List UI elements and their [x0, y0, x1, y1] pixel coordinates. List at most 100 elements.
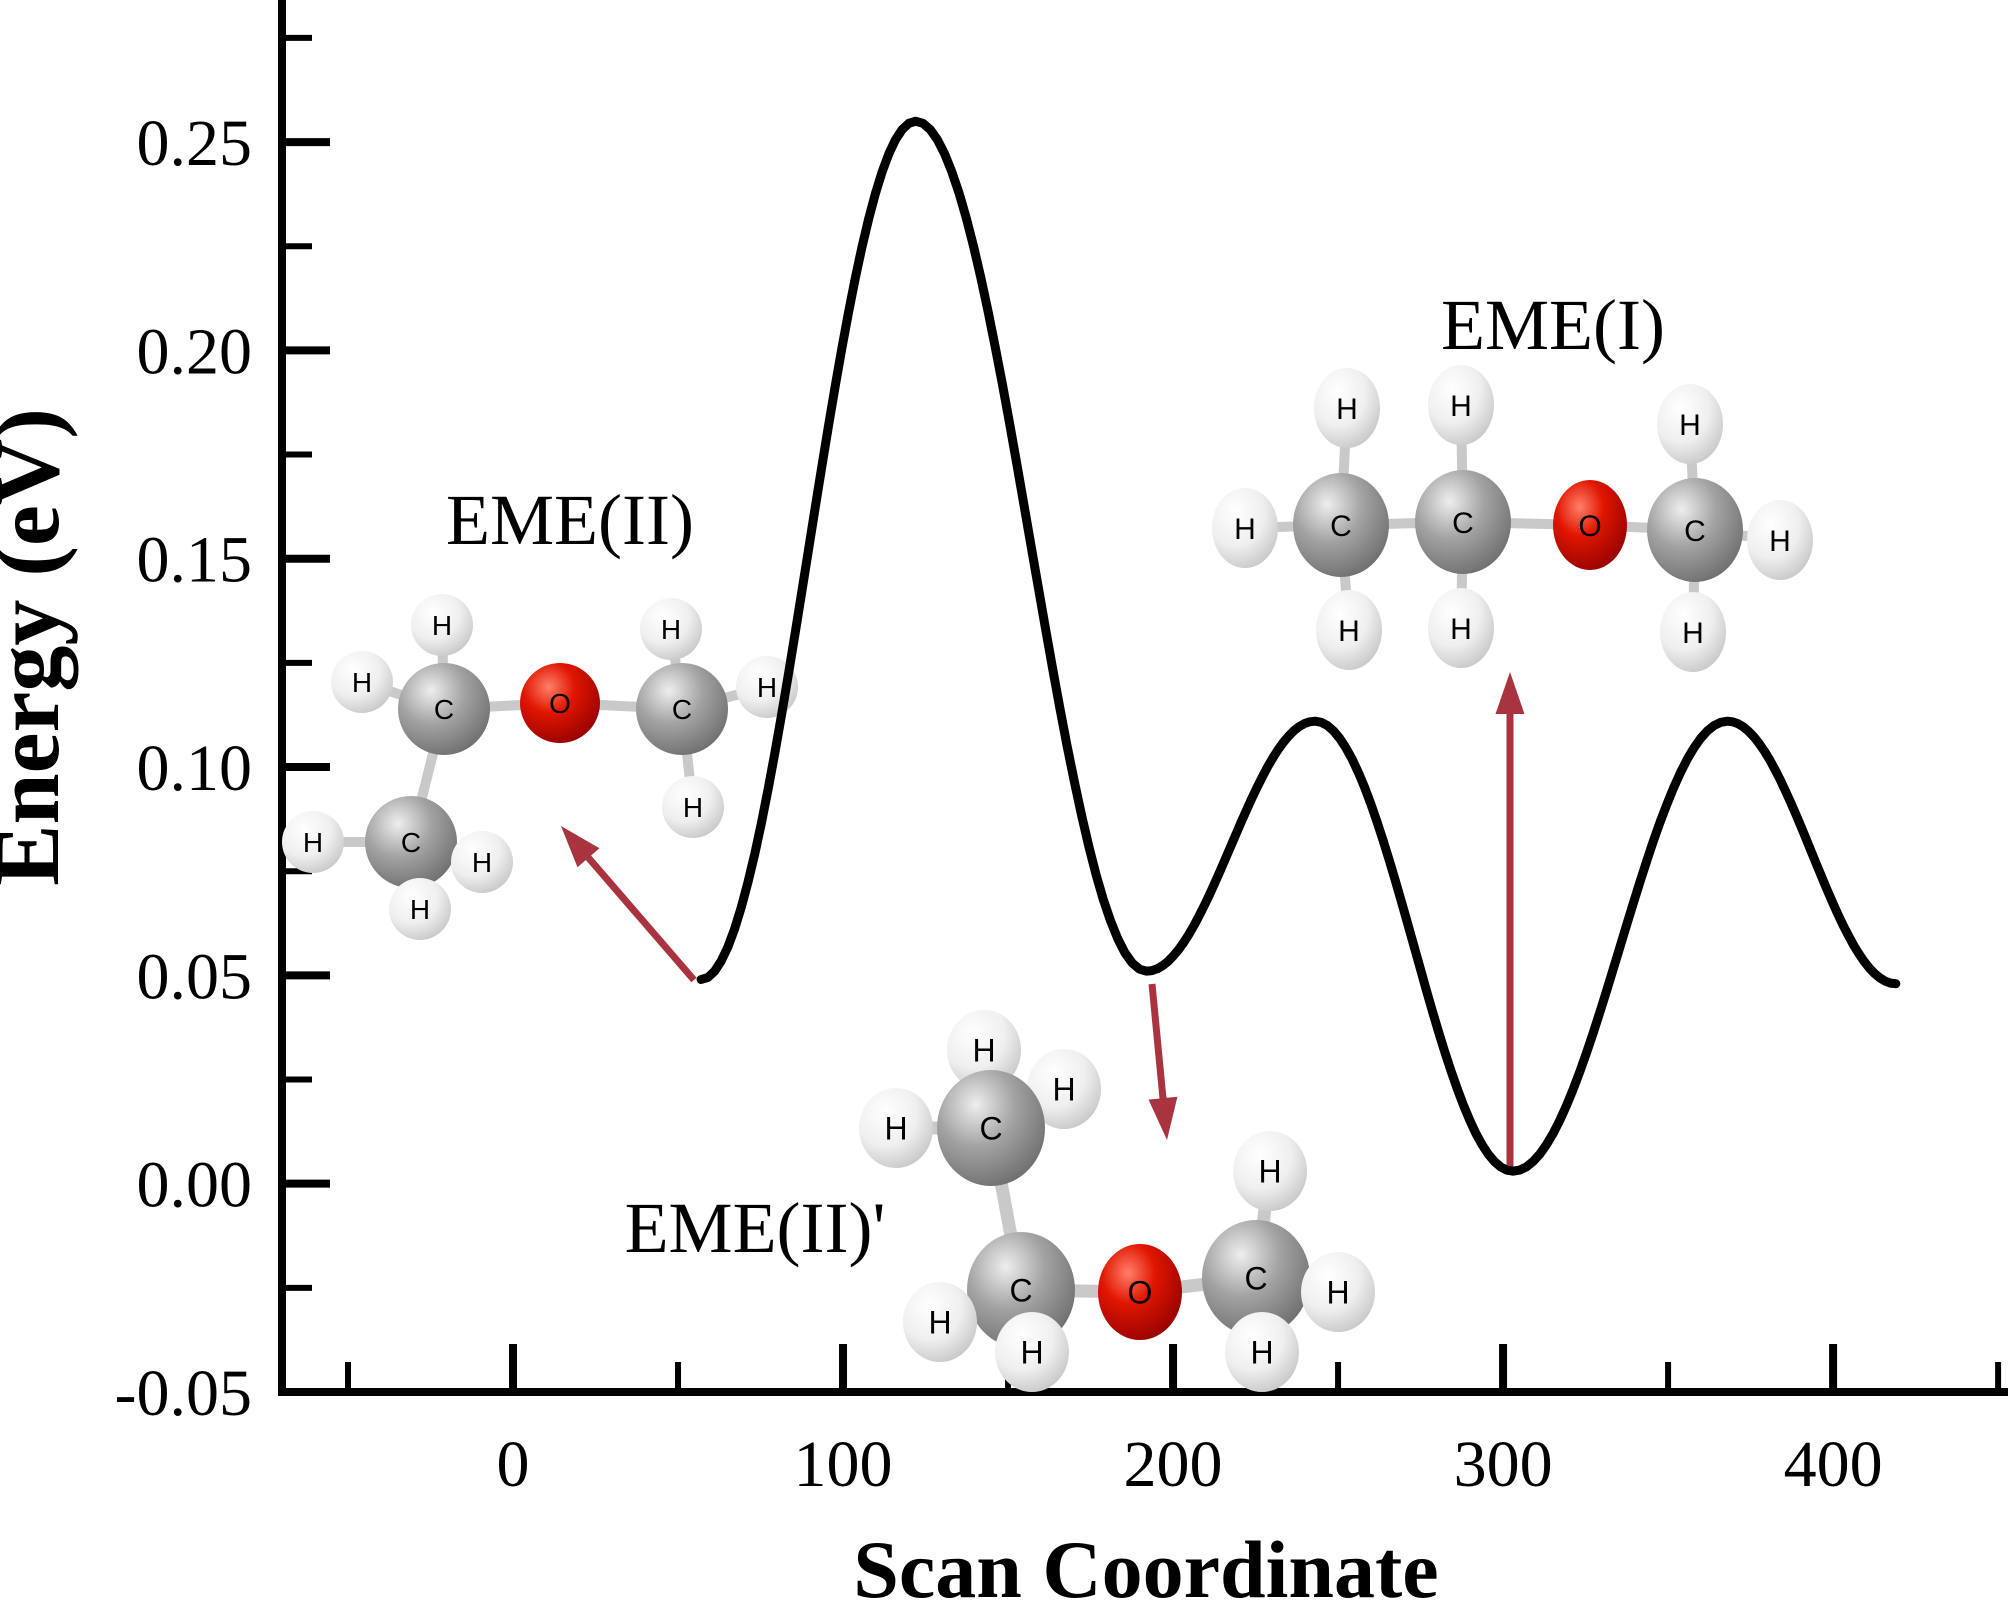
y-tick-label: 0.25 — [137, 107, 253, 180]
atom-label: H — [1679, 409, 1701, 442]
atom-label: C — [672, 694, 692, 725]
atom-h — [1027, 1049, 1101, 1129]
atom-c — [937, 1070, 1045, 1186]
atom-h — [331, 651, 393, 713]
atom-c — [365, 796, 457, 888]
atom-h — [1233, 1131, 1307, 1211]
x-tick-label: 0 — [497, 1428, 530, 1501]
y-tick-label: 0.10 — [137, 732, 253, 805]
atom-h — [1212, 488, 1278, 568]
atom-label: H — [303, 827, 323, 858]
atom-label: H — [1052, 1072, 1075, 1108]
atom-label: H — [432, 610, 452, 641]
atom-label: C — [979, 1111, 1002, 1147]
atom-label: H — [410, 894, 430, 925]
atom-h — [947, 1010, 1021, 1090]
y-axis-title: Energy (eV) — [0, 408, 78, 886]
x-tick-label: 400 — [1784, 1428, 1883, 1501]
atom-h — [1301, 1252, 1375, 1332]
atom-h — [640, 598, 702, 660]
atom-label: H — [683, 792, 703, 823]
arrow-to-eme2prime-head — [1148, 1096, 1178, 1140]
arrow-to-eme1-head — [1495, 672, 1525, 714]
atom-label: C — [434, 694, 454, 725]
atom-label: H — [1450, 613, 1472, 646]
atom-label: H — [1234, 513, 1256, 546]
atom-label: H — [1769, 525, 1791, 558]
atom-label: H — [1250, 1335, 1273, 1371]
atom-h — [389, 878, 451, 940]
atom-label: H — [1338, 615, 1360, 648]
atom-label: C — [401, 827, 421, 858]
atom-h — [451, 831, 513, 893]
atom-o — [1553, 480, 1627, 570]
atom-label: C — [1452, 507, 1474, 540]
x-axis-title: Scan Coordinate — [853, 1524, 1438, 1606]
atom-h — [662, 776, 724, 838]
atom-label: H — [661, 614, 681, 645]
x-tick-label: 100 — [794, 1428, 893, 1501]
atom-c — [1647, 478, 1743, 582]
atom-h — [859, 1088, 933, 1168]
y-tick-label: -0.05 — [115, 1357, 252, 1430]
atom-label: H — [928, 1305, 951, 1341]
atom-label: H — [884, 1111, 907, 1147]
y-tick-label: 0.05 — [137, 940, 253, 1013]
atom-h — [1428, 365, 1494, 445]
atom-label: C — [1684, 515, 1706, 548]
label-eme2: EME(II) — [446, 480, 694, 560]
arrow-to-eme2prime-shaft — [1148, 983, 1168, 1105]
atom-label: H — [972, 1033, 995, 1069]
atom-label: H — [1020, 1335, 1043, 1371]
atom-o — [1098, 1244, 1182, 1340]
atom-h — [1660, 592, 1726, 672]
y-tick-label: 0.00 — [137, 1149, 253, 1222]
atom-label: H — [1336, 393, 1358, 426]
atom-h — [1314, 368, 1380, 448]
atom-label: H — [352, 667, 372, 698]
atom-h — [1428, 588, 1494, 668]
atom-h — [282, 811, 344, 873]
label-eme2prime: EME(II)' — [625, 1188, 886, 1268]
atom-c — [1293, 473, 1389, 577]
atom-c — [1415, 470, 1511, 574]
atom-h — [1316, 590, 1382, 670]
atom-o — [520, 663, 600, 743]
atom-h — [411, 594, 473, 656]
arrow-to-eme2-head — [561, 826, 600, 868]
atom-label: O — [549, 688, 571, 719]
molecule-emeii: H H C O C H H H C H H H — [282, 594, 798, 940]
y-tick-label: 0.20 — [137, 315, 253, 388]
energy-curve — [696, 116, 1901, 1176]
x-tick-label: 300 — [1454, 1428, 1553, 1501]
atom-c — [1202, 1220, 1310, 1336]
atom-label: C — [1330, 510, 1352, 543]
arrow-to-eme2-shaft — [581, 850, 697, 983]
label-eme1: EME(I) — [1441, 285, 1665, 365]
atom-h — [1225, 1312, 1299, 1392]
axes: 0 100 200 300 400 -0.05 0.00 0.05 0.10 0.15 0.20 0.… — [115, 0, 2008, 1501]
atom-h — [903, 1282, 977, 1362]
atom-label: H — [1450, 390, 1472, 423]
atom-label: O — [1578, 510, 1601, 543]
atom-c — [398, 663, 490, 755]
atom-label: H — [1682, 617, 1704, 650]
atom-label: H — [1326, 1275, 1349, 1311]
y-tick-label: 0.15 — [137, 524, 253, 597]
atom-label: H — [757, 672, 777, 703]
atom-label: C — [1009, 1273, 1032, 1309]
molecule-emei: H C H H C H H O C H H H — [1212, 365, 1813, 672]
atom-h — [995, 1312, 1069, 1392]
x-tick-label: 200 — [1124, 1428, 1223, 1501]
annotation-arrows — [561, 672, 1525, 1175]
atom-c — [636, 663, 728, 755]
atom-label: O — [1128, 1275, 1153, 1311]
atom-h — [1747, 500, 1813, 580]
atom-label: H — [1258, 1154, 1281, 1190]
atom-h — [1657, 384, 1723, 464]
atom-label: C — [1244, 1261, 1267, 1297]
